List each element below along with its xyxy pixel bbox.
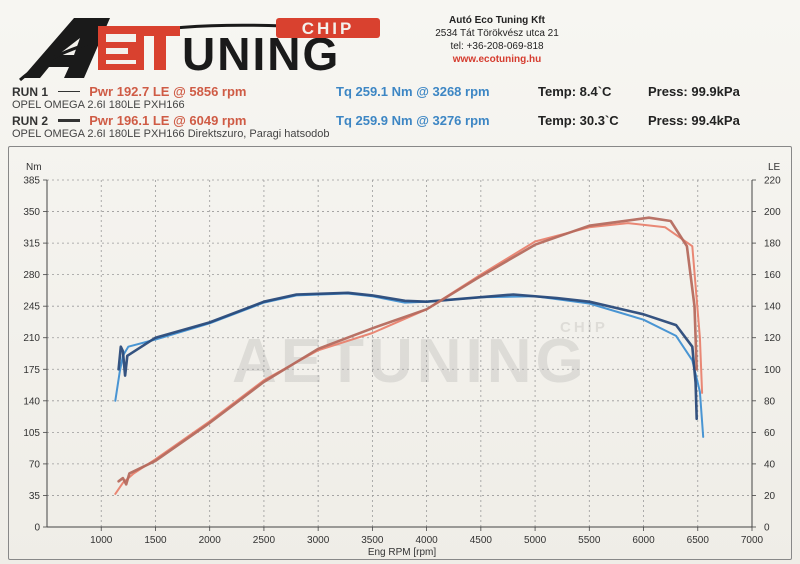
run2-temp: Temp: 30.3`C — [538, 113, 619, 128]
y-right-tick-label: 220 — [764, 176, 781, 187]
y-left-tick-label: 350 — [23, 207, 40, 218]
svg-text:CHIP: CHIP — [560, 319, 608, 336]
y-left-tick-label: 105 — [23, 428, 40, 439]
watermark-logo: AETUNING CHIP — [232, 319, 608, 396]
x-tick-label: 3500 — [361, 535, 384, 546]
y-left-tick-label: 70 — [29, 459, 41, 470]
y-axis-right-label: LE — [768, 162, 781, 173]
y-right-tick-label: 40 — [764, 459, 776, 470]
y-right-tick-label: 60 — [764, 428, 776, 439]
tick-labels: 1000 1500 2000 2500 3000 3500 4000 4500 5000 5500… — [23, 176, 781, 547]
y-right-tick-label: 200 — [764, 207, 781, 218]
run2-car: OPEL OMEGA 2.6I 180LE PXH166 Direktszuro… — [12, 128, 330, 140]
aetuning-logo: UNING CHIP — [19, 18, 380, 82]
x-tick-label: 1500 — [144, 535, 167, 546]
run2-torque: Tq 259.9 Nm @ 3276 rpm — [336, 113, 490, 128]
x-tick-label: 7000 — [741, 535, 764, 546]
torque-run2-line — [117, 291, 698, 421]
y-left-tick-label: 385 — [23, 176, 40, 187]
x-tick-label: 2000 — [199, 535, 222, 546]
y-right-tick-label: 180 — [764, 239, 781, 250]
run-summary: RUN 1 Pwr 192.7 LE @ 5856 rpm Tq 259.1 N… — [12, 84, 792, 144]
run1-power: Pwr 192.7 LE @ 5856 rpm — [89, 84, 247, 99]
y-right-tick-label: 20 — [764, 491, 776, 502]
y-right-tick-label: 0 — [764, 523, 770, 534]
company-address: 2534 Tát Törökvész utca 21 — [435, 28, 559, 39]
run2-label: RUN 2 — [12, 114, 49, 128]
x-tick-label: 1000 — [90, 535, 113, 546]
y-left-tick-label: 315 — [23, 239, 40, 250]
y-left-tick-label: 175 — [23, 365, 40, 376]
y-right-tick-label: 120 — [764, 333, 781, 344]
run2-line: RUN 2 Pwr 196.1 LE @ 6049 rpm — [12, 113, 246, 129]
x-tick-label: 4500 — [470, 535, 493, 546]
run1-press: Press: 99.9kPa — [648, 84, 740, 99]
run1-temp: Temp: 8.4`C — [538, 84, 612, 99]
svg-text:AETUNING: AETUNING — [232, 327, 588, 396]
run1-car: OPEL OMEGA 2.6I 180LE PXH166 — [12, 99, 185, 111]
run1-line-swatch — [57, 91, 80, 93]
x-tick-label: 5000 — [524, 535, 547, 546]
company-info: Autó Eco Tuning Kft 2534 Tát Törökvész u… — [404, 14, 590, 66]
company-name: Autó Eco Tuning Kft — [449, 15, 545, 26]
run1-torque: Tq 259.1 Nm @ 3268 rpm — [336, 84, 490, 99]
run1-label: RUN 1 — [12, 85, 49, 99]
y-axis-left-label: Nm — [26, 162, 42, 173]
series-lines — [114, 216, 705, 495]
x-axis-label: Eng RPM [rpm] — [368, 547, 437, 558]
y-left-tick-label: 210 — [23, 333, 40, 344]
x-tick-label: 4000 — [415, 535, 438, 546]
x-tick-label: 3000 — [307, 535, 330, 546]
y-left-tick-label: 245 — [23, 302, 40, 313]
logo-chip-tag: CHIP — [302, 19, 355, 38]
y-left-tick-label: 280 — [23, 270, 40, 281]
company-website: www.ecotuning.hu — [452, 54, 542, 65]
y-right-tick-label: 160 — [764, 270, 781, 281]
y-right-tick-label: 140 — [764, 302, 781, 313]
y-left-tick-label: 140 — [23, 396, 40, 407]
x-tick-label: 6500 — [687, 535, 710, 546]
y-left-tick-label: 35 — [29, 491, 41, 502]
x-tick-label: 6000 — [632, 535, 655, 546]
company-phone: tel: +36-208-069-818 — [450, 41, 544, 52]
axes — [43, 179, 756, 531]
y-left-tick-label: 0 — [34, 523, 40, 534]
y-right-tick-label: 80 — [764, 396, 776, 407]
power-run2-line — [117, 216, 698, 486]
y-right-tick-label: 100 — [764, 365, 781, 376]
run1-line: RUN 1 Pwr 192.7 LE @ 5856 rpm — [12, 84, 246, 100]
x-tick-label: 5500 — [578, 535, 601, 546]
run2-line-swatch — [57, 119, 80, 123]
torque-run1-line — [114, 292, 705, 438]
run2-power: Pwr 196.1 LE @ 6049 rpm — [89, 113, 247, 128]
chart-frame — [8, 146, 792, 560]
x-tick-label: 2500 — [253, 535, 276, 546]
run2-press: Press: 99.4kPa — [648, 113, 740, 128]
